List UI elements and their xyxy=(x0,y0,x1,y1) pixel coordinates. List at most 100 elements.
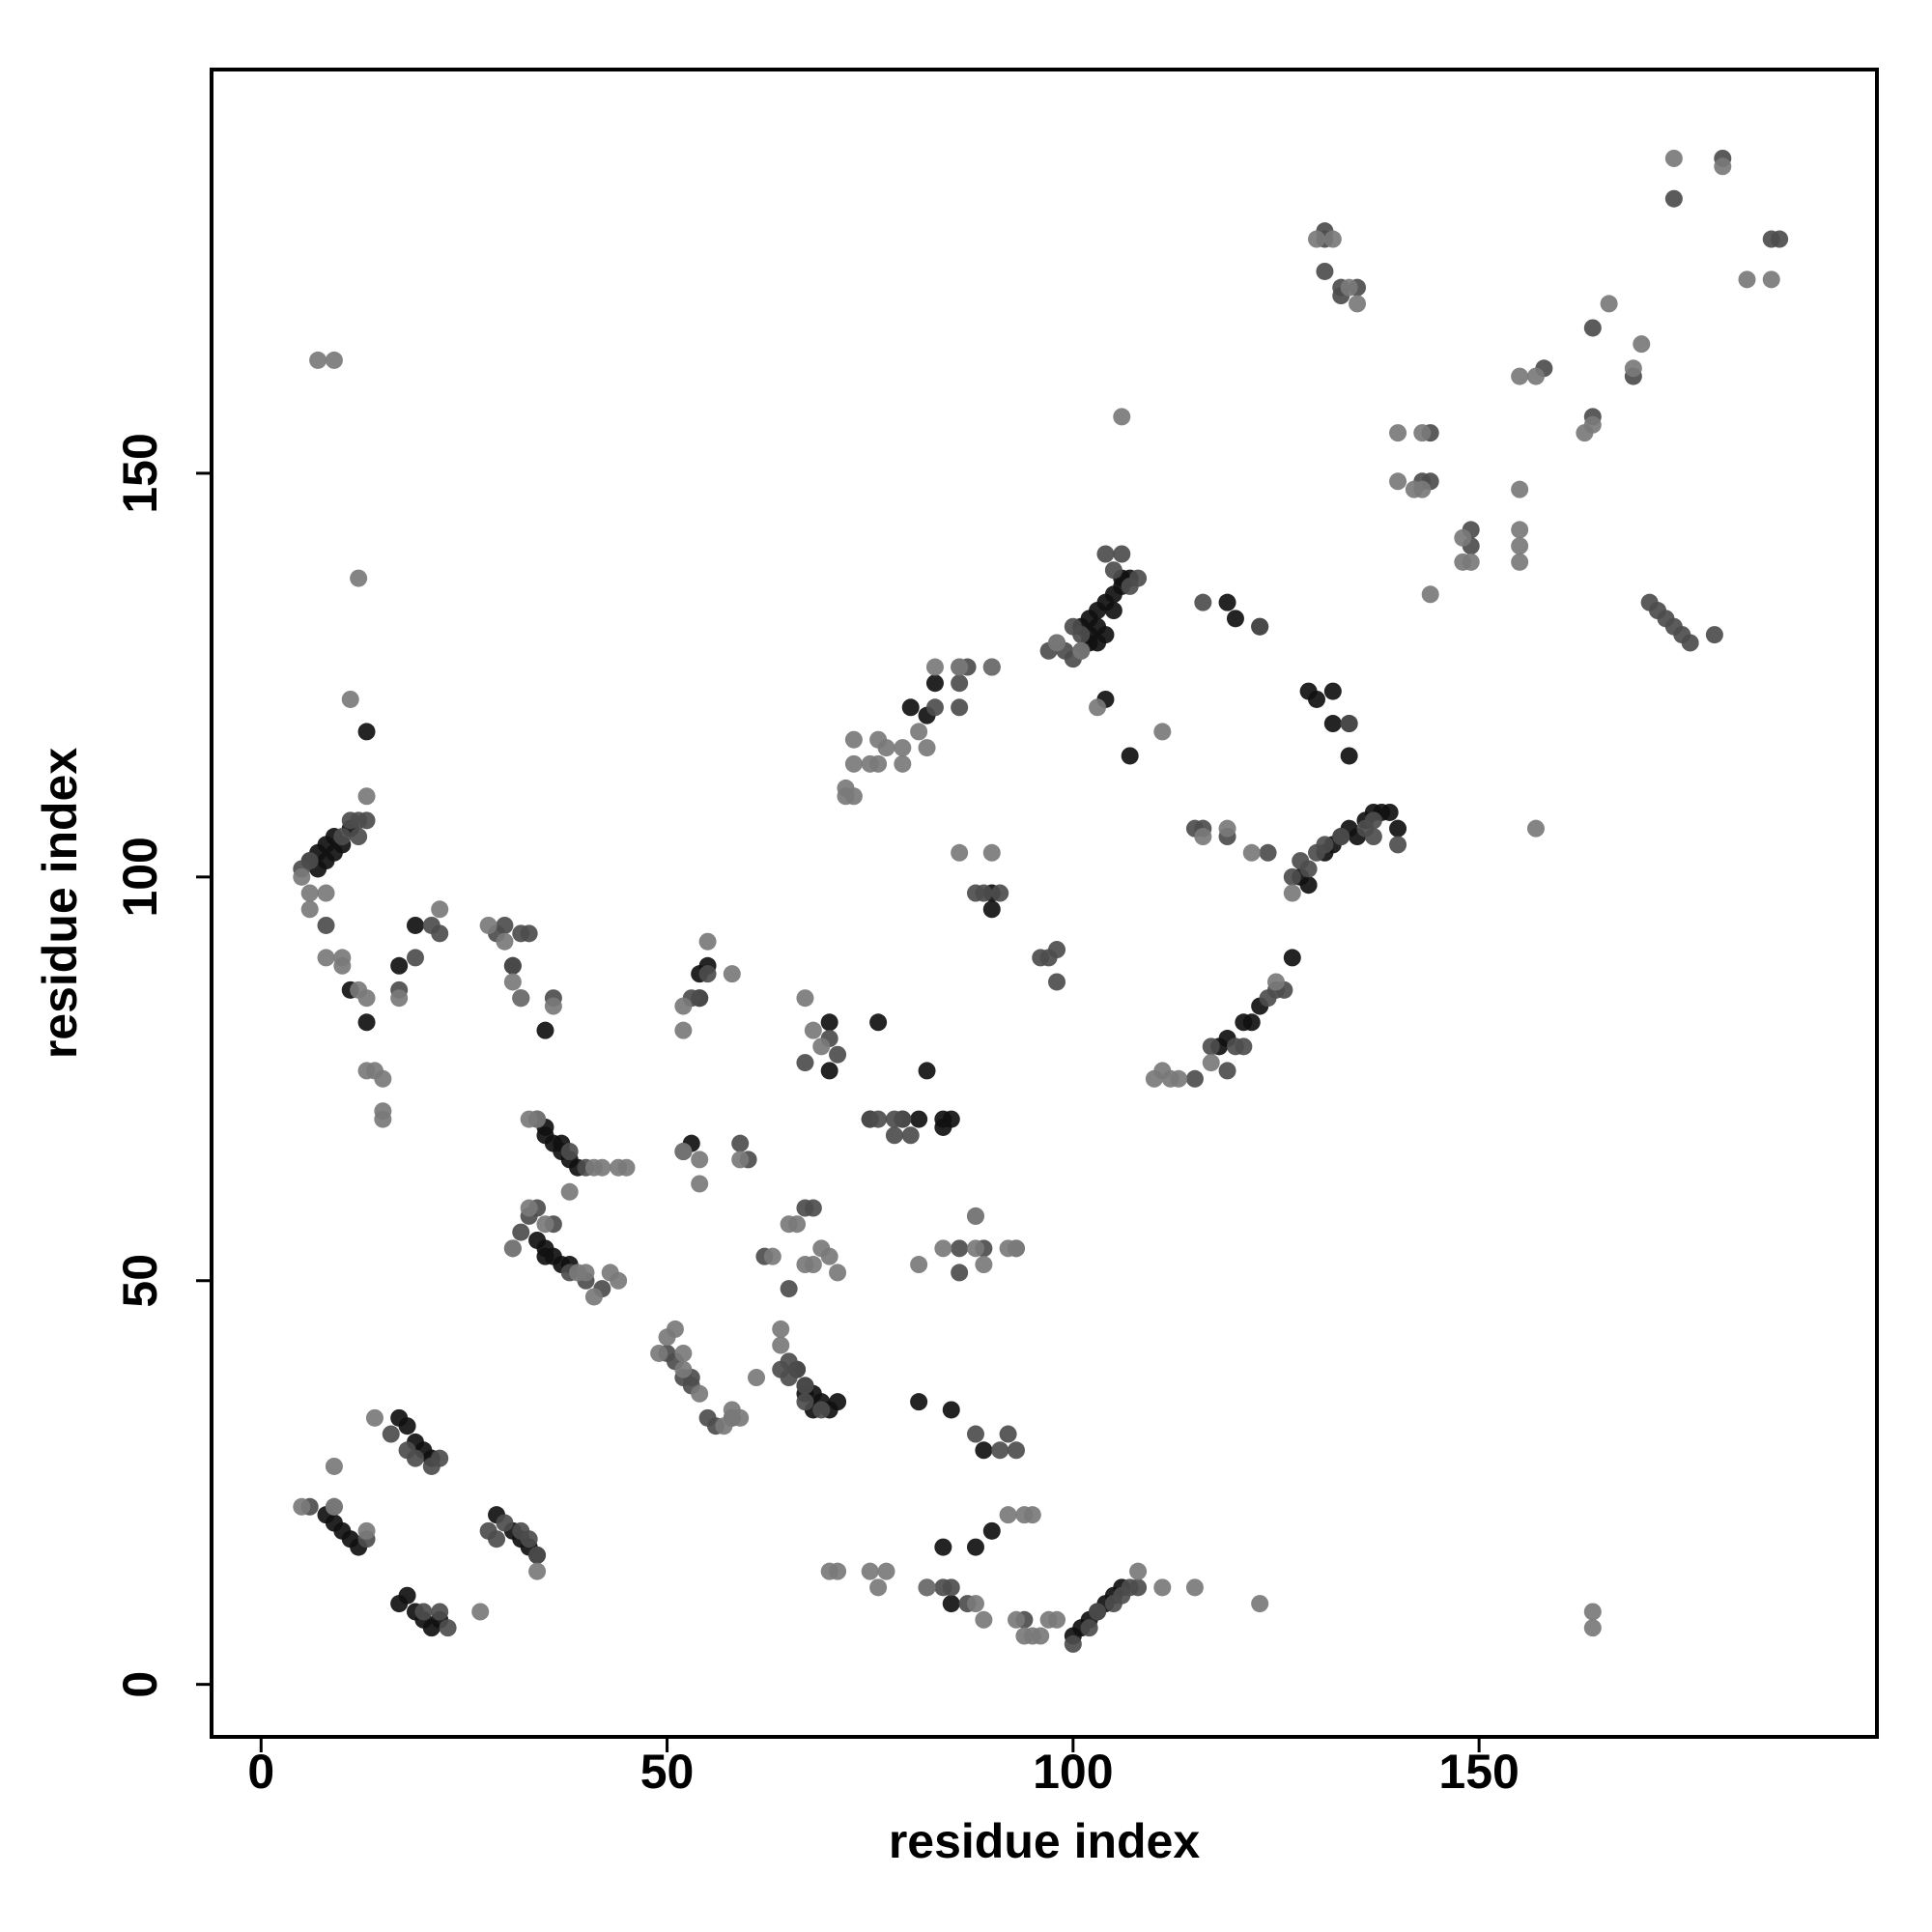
point xyxy=(1364,811,1382,830)
point xyxy=(975,1256,993,1274)
point xyxy=(1251,617,1269,636)
point xyxy=(374,1110,392,1128)
point xyxy=(772,1320,790,1338)
point xyxy=(1462,553,1480,571)
point xyxy=(1664,189,1683,208)
point xyxy=(674,1344,693,1362)
point xyxy=(674,1021,693,1039)
point xyxy=(731,1151,750,1169)
point xyxy=(698,965,717,983)
plot-frame xyxy=(210,68,1879,1739)
y-tick-label: 50 xyxy=(113,1254,167,1308)
point xyxy=(804,1021,822,1039)
point xyxy=(1089,698,1107,717)
point xyxy=(1218,819,1236,838)
point xyxy=(951,658,969,676)
point xyxy=(1113,545,1131,563)
point xyxy=(1283,867,1301,886)
point xyxy=(431,924,449,943)
point xyxy=(1340,715,1358,733)
point xyxy=(674,1143,693,1161)
point xyxy=(300,900,319,919)
point xyxy=(910,1393,928,1411)
x-tick-label: 50 xyxy=(640,1745,695,1799)
x-tick-label: 150 xyxy=(1438,1745,1519,1799)
point xyxy=(300,852,319,870)
point xyxy=(885,1126,903,1145)
point xyxy=(820,1062,838,1080)
point xyxy=(1389,819,1407,838)
point xyxy=(804,1199,822,1217)
point xyxy=(1738,270,1756,289)
point xyxy=(341,690,359,708)
point xyxy=(951,843,969,862)
point xyxy=(496,1514,514,1532)
point xyxy=(796,1054,814,1072)
point xyxy=(1266,973,1285,991)
point xyxy=(1771,230,1789,248)
y-axis-title: residue index xyxy=(33,748,87,1060)
point xyxy=(877,1562,895,1580)
point xyxy=(1218,593,1236,611)
point xyxy=(1323,230,1342,248)
point xyxy=(1526,819,1545,838)
point xyxy=(1405,480,1423,498)
point xyxy=(1129,1578,1148,1597)
point xyxy=(991,884,1009,902)
point xyxy=(869,1013,888,1032)
point xyxy=(1705,626,1723,644)
point xyxy=(1226,610,1244,628)
point xyxy=(894,739,912,757)
point xyxy=(691,1175,709,1193)
point xyxy=(894,754,912,773)
point xyxy=(1008,1441,1026,1460)
point xyxy=(829,1562,847,1580)
point xyxy=(536,1215,554,1234)
point xyxy=(869,730,888,749)
point xyxy=(698,932,717,951)
point xyxy=(503,1239,522,1258)
point xyxy=(894,1110,912,1128)
point xyxy=(844,730,863,749)
point xyxy=(982,1521,1001,1540)
point xyxy=(1389,424,1407,442)
point xyxy=(812,1037,831,1056)
point xyxy=(496,916,514,934)
point xyxy=(1624,359,1642,378)
point xyxy=(723,965,741,983)
y-tick-label: 0 xyxy=(113,1671,167,1698)
point xyxy=(584,1288,603,1306)
point xyxy=(439,1619,457,1637)
point xyxy=(966,1207,984,1225)
point xyxy=(390,989,409,1008)
point xyxy=(942,1401,960,1419)
point xyxy=(966,1239,984,1258)
point xyxy=(999,1425,1017,1443)
point xyxy=(861,754,879,773)
point xyxy=(982,900,1001,919)
point xyxy=(528,1110,547,1128)
point xyxy=(414,1603,433,1621)
point xyxy=(869,1578,888,1597)
point xyxy=(317,916,335,934)
point xyxy=(350,828,368,846)
point xyxy=(861,1562,879,1580)
point xyxy=(1048,973,1066,991)
point xyxy=(1121,747,1139,765)
point xyxy=(1283,949,1301,967)
point xyxy=(1454,528,1472,547)
point xyxy=(763,1247,781,1265)
point xyxy=(1511,537,1529,555)
point xyxy=(1511,367,1529,385)
point xyxy=(1251,1595,1269,1613)
point xyxy=(577,1264,595,1282)
point xyxy=(431,900,449,919)
point xyxy=(804,1256,822,1274)
point xyxy=(829,1393,847,1411)
point xyxy=(309,351,327,369)
point xyxy=(1202,1054,1220,1072)
point xyxy=(1113,408,1131,426)
point xyxy=(1259,843,1277,862)
point xyxy=(796,1393,814,1411)
point xyxy=(934,1538,952,1556)
